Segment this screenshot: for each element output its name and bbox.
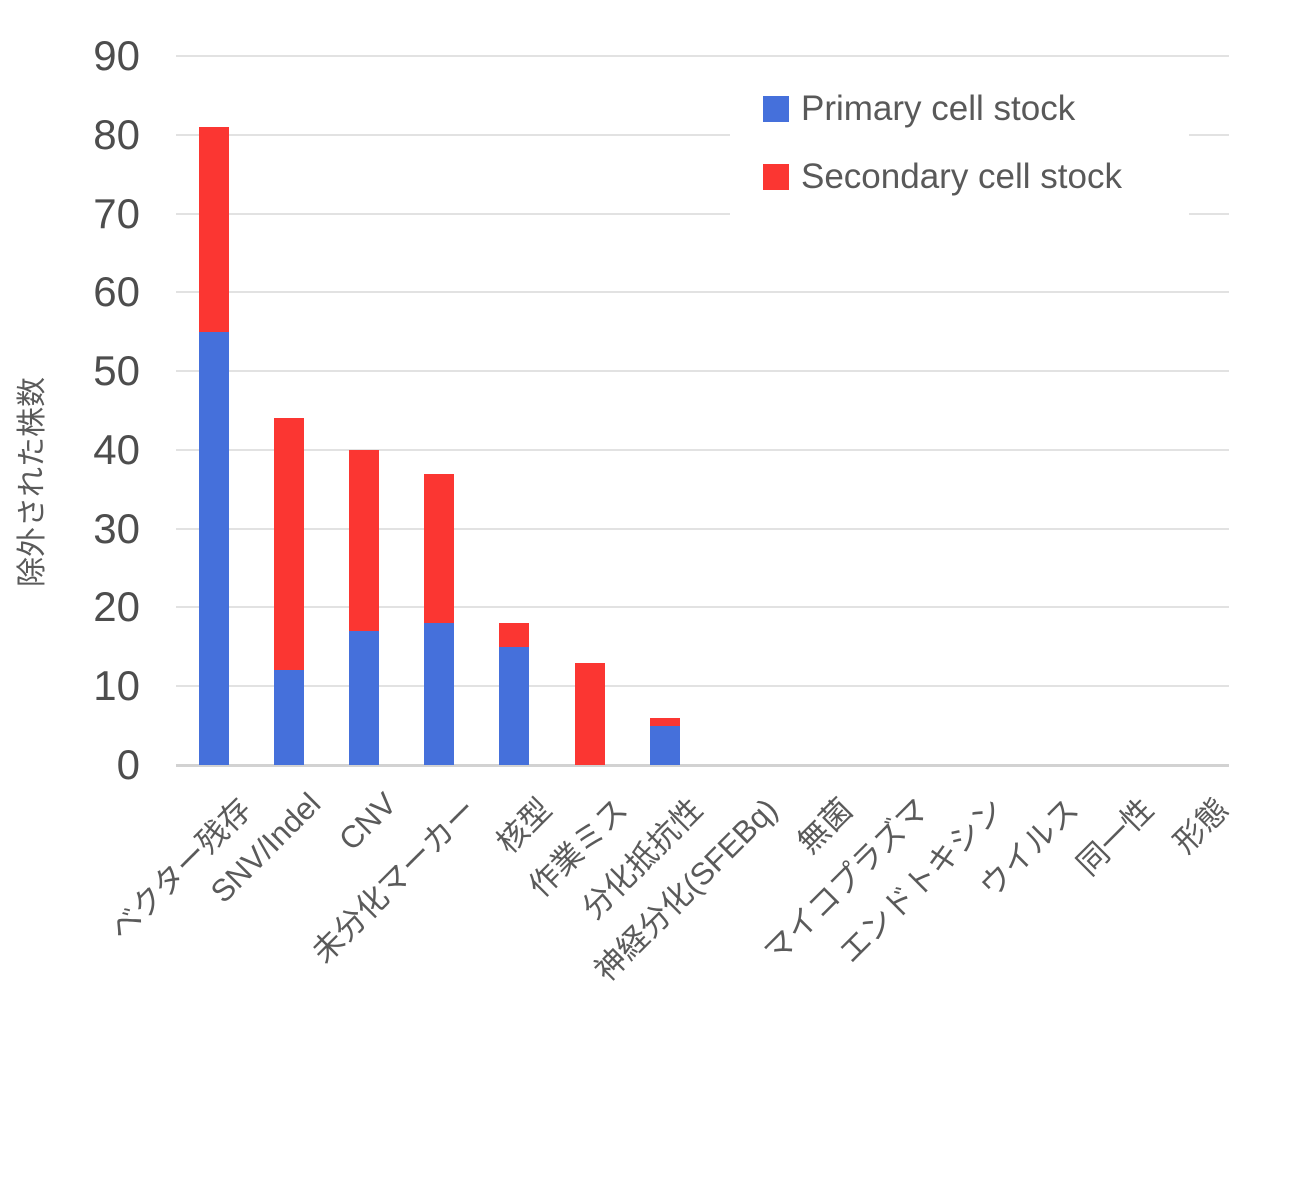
bar-segment-secondary xyxy=(273,418,304,671)
y-tick-label: 0 xyxy=(116,741,140,788)
bar-segment-secondary xyxy=(349,449,380,632)
bar-segment-secondary xyxy=(424,473,455,624)
legend-entry-primary: Primary cell stock xyxy=(763,89,1076,128)
bar-segment-primary xyxy=(273,670,304,765)
x-tick-label: 同一性 xyxy=(1070,791,1161,883)
legend: Primary cell stock Secondary cell stock xyxy=(730,80,1189,250)
y-tick-label: 20 xyxy=(93,583,140,631)
y-tick-label: 70 xyxy=(93,189,140,237)
bar-segment-primary xyxy=(424,623,455,765)
y-tick-label: 50 xyxy=(93,347,140,395)
legend-label-primary: Primary cell stock xyxy=(801,89,1076,128)
gridline xyxy=(176,370,1229,373)
bar-segment-secondary xyxy=(198,126,229,332)
gridline xyxy=(176,212,1229,215)
bar-segment-secondary xyxy=(499,623,530,647)
bar-segment-secondary xyxy=(649,717,680,726)
bar-segment-primary xyxy=(649,725,680,765)
legend-swatch-secondary-icon xyxy=(763,164,789,190)
gridline xyxy=(176,448,1229,451)
y-tick-label: 30 xyxy=(93,504,140,552)
x-axis-line xyxy=(176,764,1229,767)
bar-segment-secondary xyxy=(574,662,605,765)
y-tick-label: 40 xyxy=(93,425,140,473)
y-tick-label: 90 xyxy=(93,32,140,79)
gridline xyxy=(176,527,1229,530)
gridline xyxy=(176,685,1229,688)
legend-entry-secondary: Secondary cell stock xyxy=(763,157,1122,196)
x-tick-label: 形態 xyxy=(1167,791,1236,861)
bar-segment-primary xyxy=(198,331,229,765)
gridline xyxy=(176,291,1229,294)
y-axis-title: 除外された株数 xyxy=(16,377,49,587)
bar-segment-primary xyxy=(349,631,380,765)
gridline xyxy=(176,606,1229,609)
gridline xyxy=(176,55,1229,57)
gridline xyxy=(176,133,1229,136)
y-tick-label: 80 xyxy=(93,110,140,158)
y-tick-label: 10 xyxy=(93,662,140,710)
y-tick-label: 60 xyxy=(93,268,140,316)
legend-swatch-primary-icon xyxy=(763,96,789,122)
legend-label-secondary: Secondary cell stock xyxy=(801,157,1122,196)
bar-segment-primary xyxy=(499,646,530,765)
